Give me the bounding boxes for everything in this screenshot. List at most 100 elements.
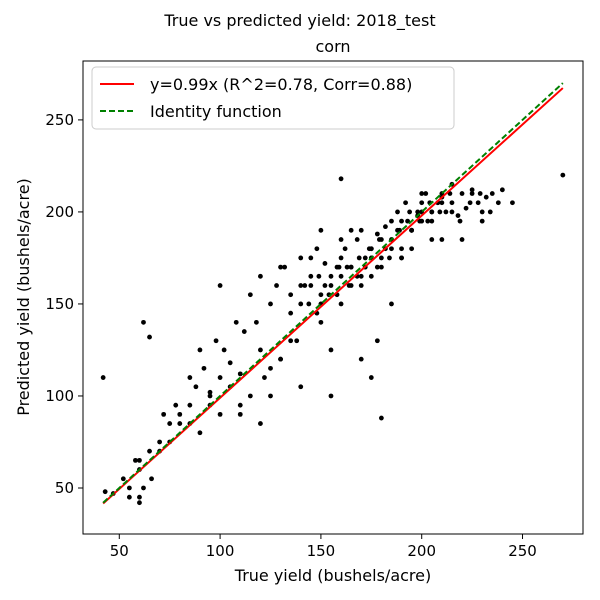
data-point	[308, 273, 314, 279]
data-point	[409, 227, 415, 233]
data-point	[457, 218, 463, 224]
data-point	[258, 273, 263, 279]
data-point	[399, 246, 404, 252]
data-point	[141, 319, 146, 325]
data-point	[318, 292, 324, 298]
x-axis-label: True yield (bushels/acre)	[234, 566, 431, 585]
data-point	[399, 218, 404, 224]
data-point	[415, 209, 421, 215]
data-point	[374, 231, 380, 237]
data-point	[193, 384, 199, 390]
data-point	[479, 218, 485, 224]
data-point	[510, 200, 515, 206]
data-point	[217, 411, 223, 417]
chart-suptitle: True vs predicted yield: 2018_test	[163, 11, 435, 31]
data-point	[344, 264, 350, 270]
data-point	[499, 187, 505, 193]
data-point	[298, 255, 304, 261]
data-point	[397, 227, 402, 233]
data-point	[167, 421, 173, 426]
data-point	[316, 273, 322, 279]
data-point	[298, 283, 304, 288]
data-point	[376, 237, 382, 242]
data-point	[247, 393, 253, 399]
y-axis-label: Predicted yield (bushels/acre)	[14, 178, 33, 416]
data-point	[368, 375, 374, 380]
data-point	[201, 365, 207, 371]
data-point	[288, 310, 294, 316]
data-point	[358, 356, 364, 362]
data-point	[368, 273, 374, 279]
data-point	[407, 209, 413, 215]
data-point	[161, 411, 167, 417]
y-tick-label: 150	[45, 295, 74, 313]
data-point	[314, 246, 320, 252]
data-point	[141, 485, 146, 491]
data-point	[374, 338, 380, 344]
data-point	[177, 411, 183, 417]
data-point	[147, 448, 152, 454]
data-point	[459, 237, 465, 242]
y-tick-label: 250	[45, 111, 74, 129]
data-point	[294, 338, 300, 344]
data-point	[149, 476, 154, 482]
data-point	[354, 237, 360, 242]
data-point	[328, 283, 334, 288]
data-point	[288, 292, 294, 298]
legend-fit-label: y=0.99x (R^2=0.78, Corr=0.88)	[150, 75, 412, 94]
data-point	[389, 218, 394, 224]
data-point	[378, 255, 384, 261]
data-point	[187, 402, 193, 408]
y-tick-label: 100	[45, 387, 74, 405]
data-point	[469, 191, 475, 196]
data-point	[197, 430, 203, 436]
data-point	[356, 255, 362, 261]
data-point	[348, 227, 354, 233]
data-point	[258, 421, 263, 426]
data-point	[338, 237, 344, 242]
data-point	[268, 365, 273, 371]
data-point	[374, 264, 380, 270]
x-tick-label: 50	[110, 542, 129, 560]
legend: y=0.99x (R^2=0.78, Corr=0.88) Identity f…	[91, 66, 455, 130]
data-point	[366, 246, 372, 252]
data-point	[137, 457, 142, 463]
data-point	[336, 264, 342, 270]
data-point	[126, 494, 132, 500]
data-point	[100, 375, 106, 380]
x-tick-label: 100	[206, 542, 235, 560]
data-point	[298, 384, 304, 390]
data-point	[268, 393, 273, 399]
data-point	[383, 224, 388, 230]
regression-lines	[102, 82, 564, 505]
data-point	[475, 200, 481, 206]
data-point	[147, 334, 152, 340]
data-point	[378, 264, 384, 270]
data-point	[417, 218, 423, 224]
y-tick-label: 50	[55, 479, 74, 497]
data-point	[342, 246, 348, 252]
data-point	[237, 402, 243, 408]
plot-frame	[82, 60, 584, 535]
data-point	[477, 191, 483, 196]
data-point	[227, 360, 233, 366]
data-point	[389, 246, 394, 252]
data-point	[298, 301, 304, 307]
legend-box	[91, 66, 455, 130]
data-point	[126, 485, 132, 491]
data-point	[495, 200, 501, 206]
data-point	[177, 421, 183, 426]
data-point	[241, 329, 247, 334]
data-point	[328, 273, 334, 279]
data-point	[278, 356, 283, 362]
data-point	[423, 191, 429, 196]
data-point	[483, 194, 489, 200]
x-tick-label: 200	[407, 542, 436, 560]
x-axis-ticks: 50 100 150 200 250	[110, 534, 537, 560]
data-point	[362, 255, 368, 261]
data-point	[395, 209, 400, 215]
data-point	[288, 338, 294, 344]
data-point	[322, 261, 328, 266]
data-point	[302, 283, 308, 288]
data-point	[308, 255, 314, 261]
